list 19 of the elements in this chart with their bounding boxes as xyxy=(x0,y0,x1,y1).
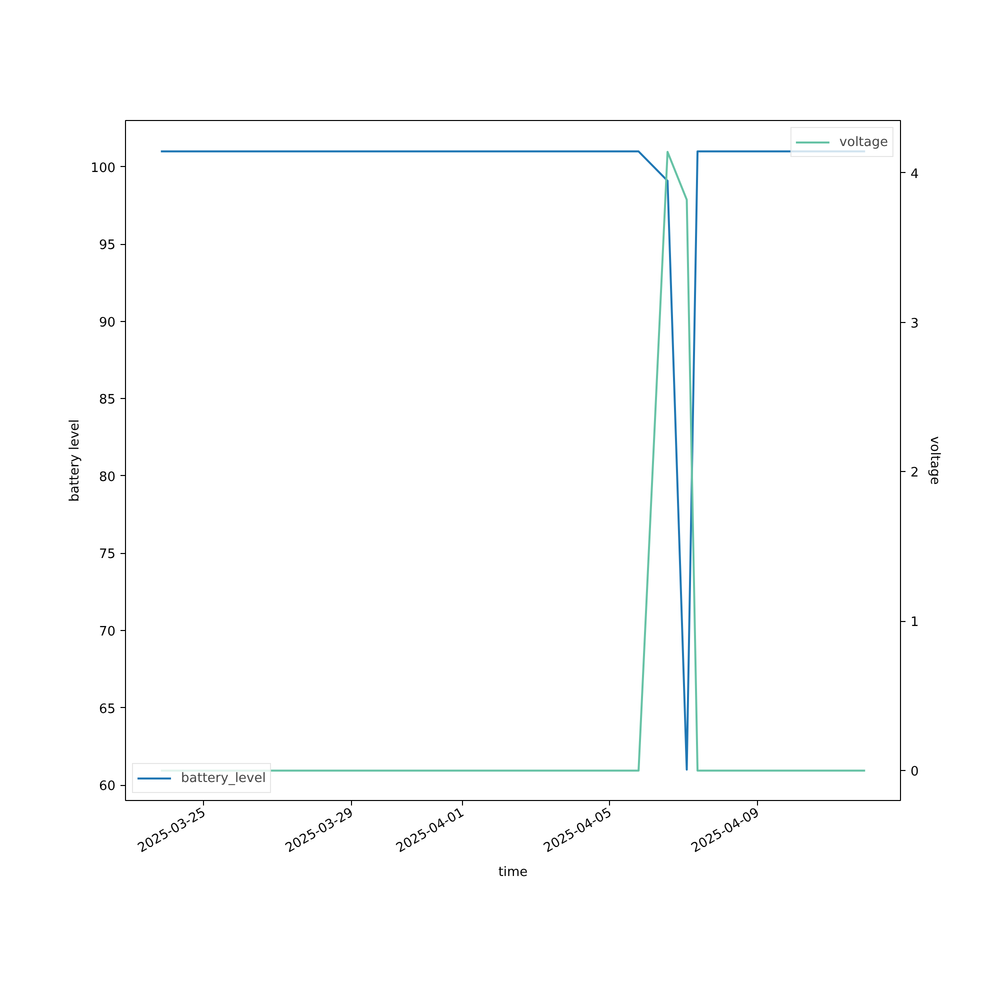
y2-tick-label: 0 xyxy=(910,764,919,780)
y2-tick-label: 4 xyxy=(910,166,919,182)
y-tick-label: 85 xyxy=(98,392,116,408)
y-tick-label: 90 xyxy=(98,315,116,330)
y-axis-title: battery level xyxy=(68,419,83,502)
y-tick-label: 60 xyxy=(98,779,116,794)
y-tick-label: 75 xyxy=(98,547,116,562)
y-tick-label: 95 xyxy=(98,238,116,254)
legend-label: voltage xyxy=(839,134,888,150)
y-tick-label: 80 xyxy=(98,470,116,485)
y-tick-label: 65 xyxy=(98,702,116,717)
y2-tick-label: 3 xyxy=(910,316,919,332)
legend-label: battery_level xyxy=(181,770,266,786)
x-axis-title: time xyxy=(498,864,528,880)
y2-tick-label: 1 xyxy=(910,615,919,630)
y2-tick-label: 2 xyxy=(910,466,919,481)
y2-axis-title: voltage xyxy=(926,436,942,485)
y-tick-label: 100 xyxy=(90,160,116,176)
y-tick-label: 70 xyxy=(98,624,116,640)
